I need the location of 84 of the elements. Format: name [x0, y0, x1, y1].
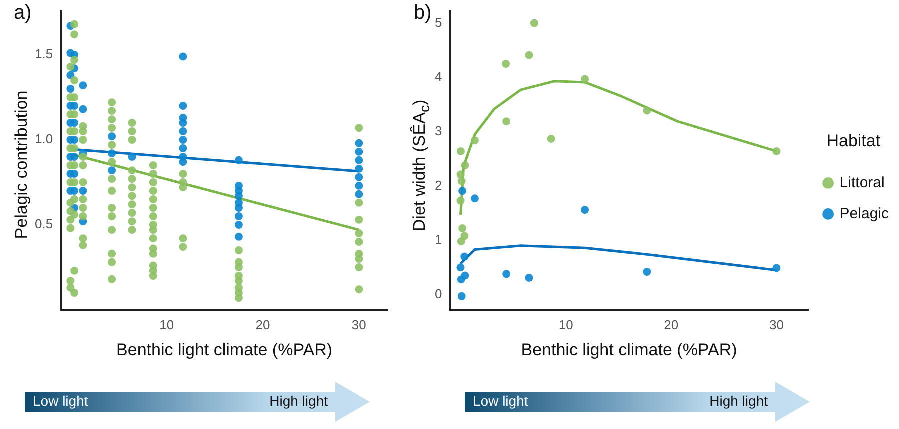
chart-title: b): [414, 2, 432, 25]
point: [108, 132, 116, 141]
point: [108, 150, 116, 158]
point: [70, 102, 79, 110]
point: [79, 105, 88, 114]
point: [470, 136, 479, 145]
point: [502, 60, 510, 68]
y-tick-label: 2: [434, 178, 442, 193]
point: [70, 153, 79, 161]
point: [179, 52, 188, 61]
legend-label: Littoral: [840, 174, 885, 192]
point: [179, 102, 188, 110]
point: [460, 232, 469, 240]
point: [530, 19, 538, 28]
point: [502, 118, 511, 126]
point: [643, 106, 652, 115]
x-tick-label: 10: [160, 317, 174, 332]
point: [461, 162, 470, 170]
point: [525, 51, 534, 60]
y-tick-label: 1: [434, 232, 442, 248]
y-axis-title: Pelagic contribution: [12, 90, 32, 240]
point: [79, 187, 88, 195]
chart-title: a): [14, 2, 32, 25]
x-tick-label: 10: [558, 317, 574, 332]
y-tick-label: 0.5: [34, 216, 54, 232]
point: [643, 268, 652, 276]
point: [234, 182, 243, 190]
point: [70, 187, 79, 195]
point: [460, 252, 469, 261]
point: [456, 196, 465, 205]
point: [502, 270, 511, 278]
point: [456, 264, 465, 272]
legend-title: Habitat: [826, 131, 881, 150]
point: [234, 221, 243, 229]
point: [128, 153, 136, 161]
point: [234, 212, 243, 220]
y-tick-label: 3: [434, 123, 442, 138]
y-tick-label: 1.5: [34, 46, 54, 62]
y-tick-label: 5: [434, 14, 442, 30]
point: [581, 206, 590, 214]
point: [70, 119, 79, 127]
x-tick-label: 30: [352, 317, 366, 332]
point: [525, 274, 534, 282]
point: [458, 224, 467, 233]
point: [581, 75, 590, 84]
point: [179, 114, 188, 122]
x-tick-label: 20: [256, 317, 270, 332]
x-tick-label: 20: [664, 317, 679, 332]
point: [355, 190, 364, 198]
point: [355, 164, 364, 173]
point: [456, 147, 465, 156]
point: [456, 170, 465, 179]
x-axis-title: Benthic light climate (%PAR): [116, 340, 333, 360]
point: [234, 198, 243, 207]
point: [461, 272, 470, 280]
point: [355, 139, 364, 148]
point: [470, 194, 479, 203]
point: [179, 136, 188, 144]
x-tick-label: 30: [769, 317, 784, 332]
point: [179, 144, 188, 152]
point: [70, 170, 79, 178]
point: [179, 128, 188, 136]
point: [355, 156, 364, 164]
point: [355, 148, 364, 156]
point: [355, 182, 364, 190]
point: [234, 156, 243, 164]
point: [355, 173, 364, 182]
point: [179, 153, 188, 161]
point: [66, 85, 75, 93]
point: [772, 147, 781, 156]
point: [234, 232, 243, 241]
y-tick-label: 0: [434, 286, 442, 302]
point: [79, 82, 88, 90]
point: [70, 136, 79, 144]
legend-label: Pelagic: [840, 205, 890, 222]
point: [458, 177, 466, 186]
point: [108, 166, 116, 175]
y-tick-label: 4: [434, 69, 442, 84]
y-tick-label: 1.0: [34, 132, 54, 147]
point: [772, 264, 781, 272]
point: [547, 134, 556, 143]
x-axis-title: Benthic light climate (%PAR): [521, 340, 738, 360]
point: [458, 187, 467, 196]
point: [458, 292, 466, 300]
